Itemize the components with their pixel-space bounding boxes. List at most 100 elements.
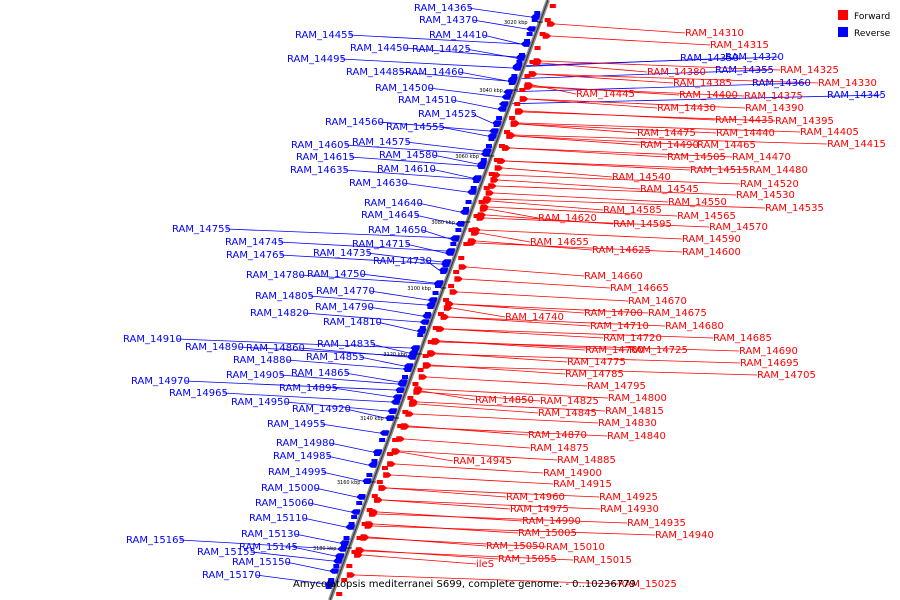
- gene-label-ram-14600: RAM_14600: [682, 247, 741, 258]
- gene-label-ram-14440: RAM_14440: [716, 128, 775, 139]
- reverse-strand-block: [526, 32, 533, 36]
- reverse-strand-block: [325, 585, 332, 589]
- gene-link-ram-14425: [465, 48, 516, 59]
- gene-label-ram-15000: RAM_15000: [261, 483, 320, 494]
- gene-label-ram-14390: RAM_14390: [745, 103, 804, 114]
- gene-label-ram-14365: RAM_14365: [414, 3, 473, 14]
- gene-label-ram-14775: RAM_14775: [567, 357, 626, 368]
- reverse-strand-block: [409, 354, 416, 358]
- gene-label-ram-14465: RAM_14465: [697, 140, 756, 151]
- gene-label-ram-14865: RAM_14865: [291, 368, 350, 379]
- gene-label-ram-14450: RAM_14450: [350, 43, 409, 54]
- reverse-strand-block: [340, 543, 347, 547]
- gene-link-ram-14715: [405, 243, 446, 254]
- gene-link-ram-14695: [435, 353, 741, 364]
- gene-link-ram-14560: [378, 121, 490, 132]
- gene-link-ram-14555: [439, 126, 488, 137]
- gene-label-ram-14510: RAM_14510: [398, 95, 457, 106]
- gene-link-ram-14925: [386, 487, 600, 498]
- gene-label-ram-14435: RAM_14435: [715, 115, 774, 126]
- gene-label-ram-15060: RAM_15060: [255, 498, 314, 509]
- gene-link-ram-14365: [467, 7, 531, 18]
- reverse-strand-block: [473, 179, 480, 183]
- forward-strand-block: [402, 410, 409, 414]
- gene-link-ram-14995: [321, 471, 363, 482]
- gene-feature-ram-14800: [414, 386, 424, 392]
- gene-link-ram-14495: [340, 58, 513, 69]
- gene-link-ram-14985: [326, 455, 369, 466]
- gene-feature-ram-14435: [515, 108, 525, 114]
- gene-label-ram-14870: RAM_14870: [528, 430, 587, 441]
- reverse-strand-block: [501, 102, 508, 106]
- gene-feature-ram-14665: [454, 276, 464, 282]
- gene-label-ram-15150: RAM_15150: [232, 557, 291, 568]
- gene-label-ram-14955: RAM_14955: [267, 419, 326, 430]
- gene-label-ram-14885: RAM_14885: [557, 455, 616, 466]
- gene-label-ram-14665: RAM_14665: [610, 283, 669, 294]
- gene-link-ram-14580: [432, 154, 478, 165]
- gene-label-ram-14990: RAM_14990: [522, 516, 581, 527]
- gene-label-ram-14860: RAM_14860: [246, 343, 305, 354]
- gene-label-ram-15170: RAM_15170: [202, 570, 261, 581]
- gene-label-ram-15155: RAM_15155: [197, 547, 256, 558]
- forward-strand-block: [488, 172, 495, 176]
- reverse-strand-block: [417, 333, 424, 337]
- kbp-ticks: 3020 kbp 3040 kbp 3060 kbp 3080 kbp 3100 kbp…: [313, 20, 544, 552]
- gene-link-ram-14590: [480, 229, 683, 240]
- gene-feature-ram-14545: [490, 177, 499, 183]
- forward-strand-block: [412, 382, 419, 386]
- reverse-strand-block: [493, 123, 500, 127]
- gene-link-ram-14750: [360, 273, 435, 284]
- gene-label-ram-14975: RAM_14975: [510, 504, 569, 515]
- gene-label-links: [176, 7, 882, 585]
- reverse-strand-block: [427, 305, 434, 309]
- gene-link-ram-14490: [514, 135, 641, 146]
- gene-link-ram-14840: [408, 426, 608, 437]
- kbp-tick-label: 3180 kbp: [313, 546, 337, 552]
- gene-link-ram-14895: [332, 387, 393, 398]
- gene-label-iles: ileS: [476, 559, 494, 570]
- kbp-tick-label: 3140 kbp: [360, 416, 384, 422]
- gene-label-ram-14605: RAM_14605: [291, 140, 350, 151]
- forward-strand-block: [509, 116, 516, 120]
- gene-link-ram-14745: [278, 241, 446, 252]
- gene-link-ram-15170: [255, 574, 325, 585]
- gene-link-ram-15150: [285, 561, 330, 572]
- gene-feature-ram-14560: [489, 128, 499, 134]
- gene-link-ram-14500: [428, 87, 502, 98]
- gene-label-ram-14360: RAM_14360: [752, 78, 811, 89]
- gene-label-ram-14970: RAM_14970: [131, 376, 190, 387]
- gene-label-ram-14905: RAM_14905: [226, 370, 285, 381]
- gene-link-ram-14930: [382, 499, 601, 510]
- gene-label-ram-14320: RAM_14320: [725, 52, 784, 63]
- gene-link-ram-15110: [302, 517, 346, 528]
- legend-forward-label: Forward: [854, 12, 890, 22]
- reverse-strand-block: [440, 270, 447, 274]
- gene-link-ram-14725: [440, 340, 630, 351]
- gene-link-ram-14565: [488, 206, 678, 217]
- gene-label-ram-14810: RAM_14810: [323, 317, 382, 328]
- gene-link-ram-14575: [405, 141, 483, 152]
- gene-label-ram-14985: RAM_14985: [273, 451, 332, 462]
- gene-label-ram-14640: RAM_14640: [364, 198, 423, 209]
- gene-label-ram-14480: RAM_14480: [749, 165, 808, 176]
- reverse-strand-block: [478, 165, 485, 169]
- gene-link-ram-14680: [448, 316, 666, 327]
- reverse-strand-block: [343, 536, 350, 540]
- gene-label-ram-14620: RAM_14620: [538, 213, 597, 224]
- gene-label-ram-14560: RAM_14560: [325, 117, 384, 128]
- gene-link-ram-14905: [279, 374, 398, 385]
- gene-label-ram-14545: RAM_14545: [640, 184, 699, 195]
- gene-link-ram-14615: [349, 156, 477, 167]
- forward-strand-block: [473, 214, 480, 218]
- gene-link-ram-14805: [308, 295, 427, 306]
- gene-feature-ram-14360: [503, 89, 513, 95]
- gene-label-ram-14505: RAM_14505: [667, 152, 726, 163]
- forward-strand-block: [458, 256, 465, 260]
- gene-label-ram-14325: RAM_14325: [780, 65, 839, 76]
- gene-feature-ram-15150: [329, 568, 339, 574]
- gene-link-ram-14535: [491, 198, 766, 209]
- gene-link-ram-14450: [403, 47, 517, 58]
- gene-label-ram-14380: RAM_14380: [647, 67, 706, 78]
- reverse-strand-block: [463, 207, 470, 211]
